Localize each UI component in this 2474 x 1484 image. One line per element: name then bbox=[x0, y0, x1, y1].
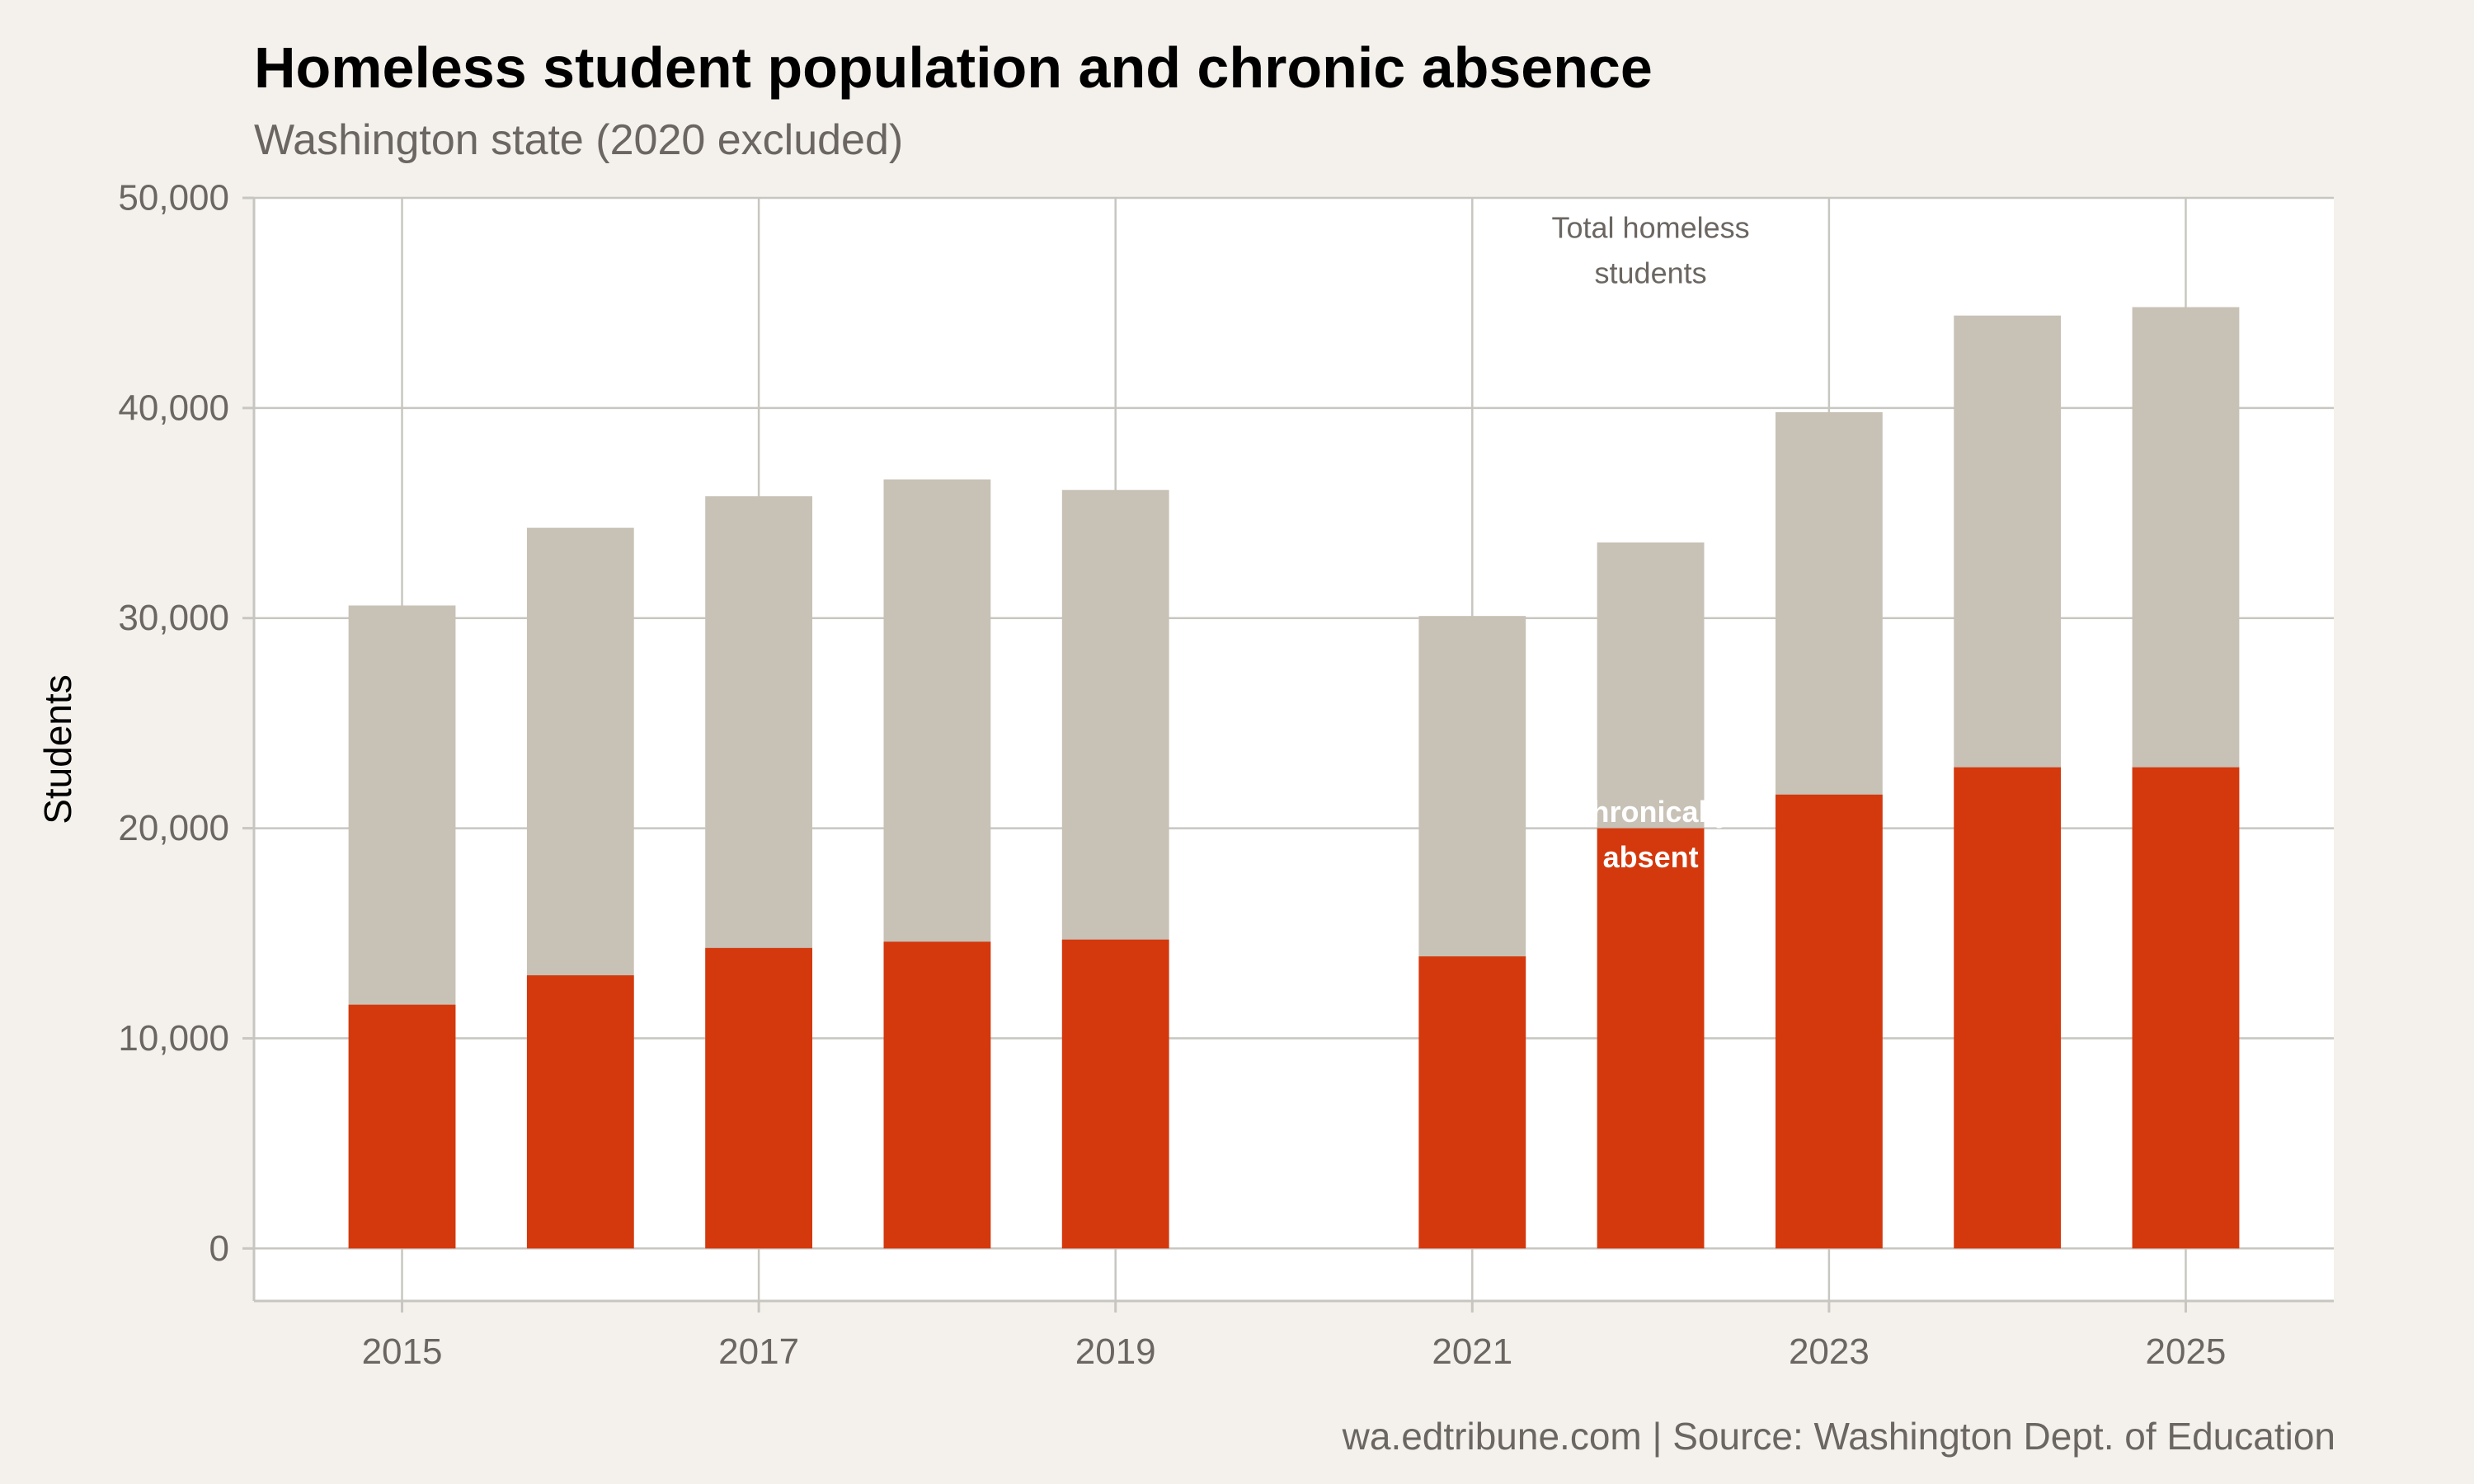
x-tick-label: 2017 bbox=[718, 1331, 799, 1372]
bar-chronically-absent bbox=[1954, 767, 2062, 1249]
annotation-total-homeless: students bbox=[1595, 256, 1707, 290]
bar-chronically-absent bbox=[1418, 956, 1526, 1249]
bar-chronically-absent bbox=[526, 974, 634, 1249]
source-caption: wa.edtribune.com | Source: Washington De… bbox=[1342, 1415, 2335, 1458]
y-tick-label: 30,000 bbox=[118, 598, 229, 638]
bar-chronically-absent bbox=[2132, 767, 2240, 1249]
bar-chronically-absent bbox=[705, 947, 813, 1249]
y-tick-label: 20,000 bbox=[118, 808, 229, 848]
bar-chronically-absent bbox=[1597, 828, 1705, 1249]
annotation-chronically-absent: absent bbox=[1603, 840, 1699, 874]
x-tick-label: 2015 bbox=[362, 1331, 443, 1372]
y-tick-label: 50,000 bbox=[118, 178, 229, 218]
y-tick-label: 40,000 bbox=[118, 387, 229, 428]
annotation-chronically-absent: Chronically bbox=[1570, 795, 1732, 829]
bar-chronically-absent bbox=[1775, 794, 1883, 1249]
y-tick-label: 10,000 bbox=[118, 1018, 229, 1059]
annotation-total-homeless: Total homeless bbox=[1552, 211, 1750, 245]
x-tick-label: 2025 bbox=[2146, 1331, 2227, 1372]
bar-chronically-absent bbox=[883, 942, 991, 1249]
x-tick-label: 2021 bbox=[1432, 1331, 1512, 1372]
x-tick-label: 2019 bbox=[1075, 1331, 1156, 1372]
bar-chronically-absent bbox=[1061, 939, 1169, 1249]
chart-title: Homeless student population and chronic … bbox=[254, 35, 1653, 100]
x-tick-label: 2023 bbox=[1789, 1331, 1870, 1372]
y-tick-label: 0 bbox=[209, 1228, 229, 1269]
bar-chronically-absent bbox=[348, 1004, 456, 1249]
chart-subtitle: Washington state (2020 excluded) bbox=[254, 116, 904, 164]
y-axis-title: Students bbox=[36, 674, 79, 824]
